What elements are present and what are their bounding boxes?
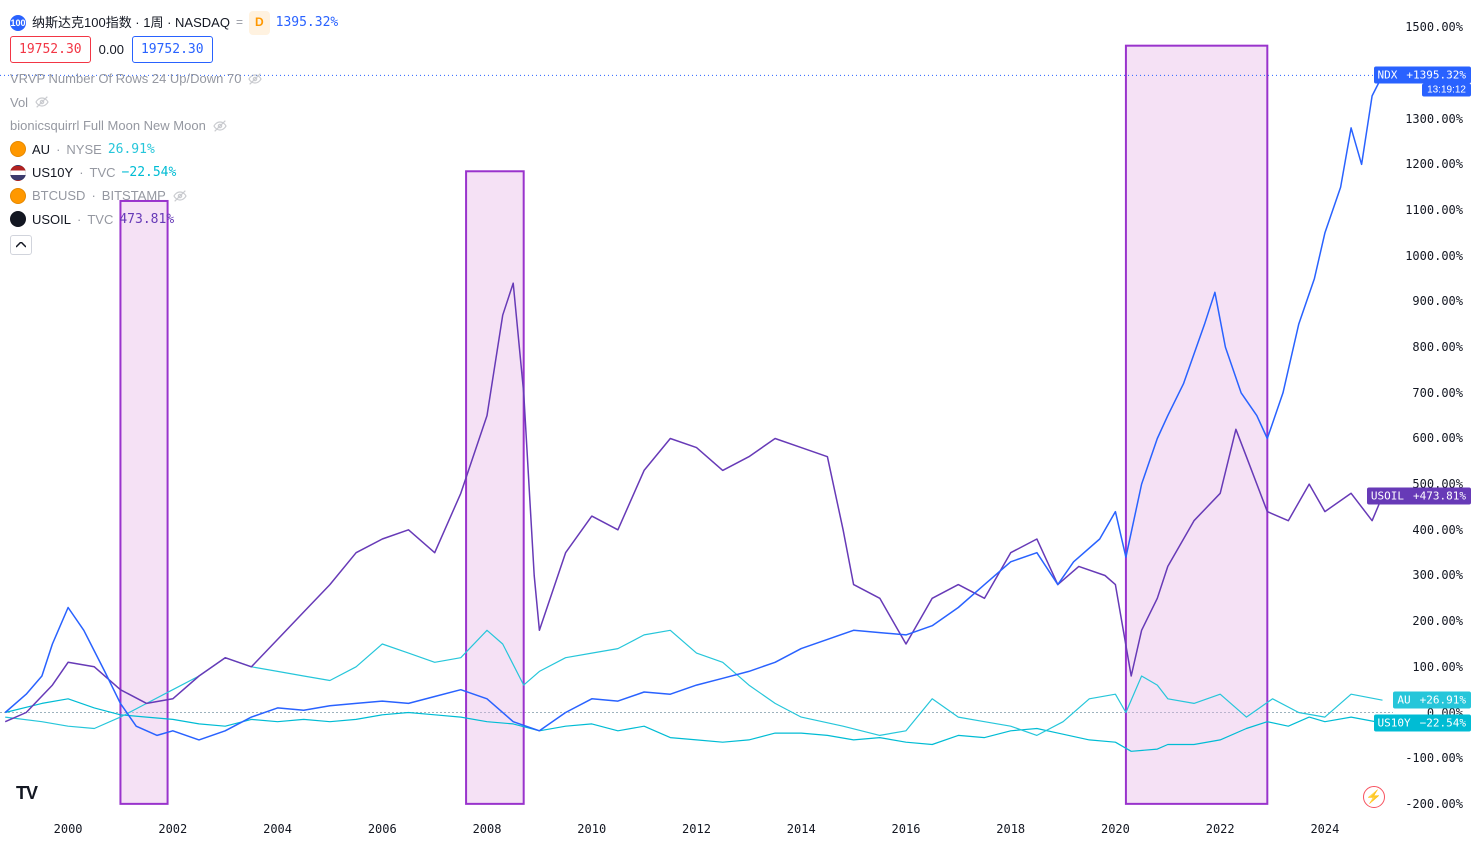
x-tick: 2010 (577, 822, 606, 836)
price-tag-value: +26.91% (1415, 692, 1471, 709)
main-change: 1395.32% (276, 11, 339, 34)
x-tick: 2014 (787, 822, 816, 836)
eye-off-icon (172, 188, 188, 204)
y-tick: 400.00% (1412, 523, 1463, 537)
price-tag-symbol: AU (1393, 692, 1414, 709)
y-tick: 700.00% (1412, 386, 1463, 400)
y-tick: -200.00% (1405, 797, 1463, 811)
price-tag-symbol: US10Y (1374, 715, 1415, 732)
flash-icon[interactable]: ⚡ (1363, 786, 1385, 808)
eye-off-icon (34, 94, 50, 110)
x-axis[interactable]: 2000 2002 2004 2006 2008 2010 2012 2014 2016 2018… (0, 814, 1393, 842)
symbol-dot (10, 165, 26, 181)
compare-row[interactable]: AU · NYSE 26.91% (10, 138, 338, 161)
symbol-dot (10, 211, 26, 227)
compare-sep: · (56, 138, 60, 161)
price-tag-time: 13:19:12 (1422, 84, 1471, 97)
price-tag[interactable]: AU+26.91% (1393, 692, 1471, 709)
collapse-button[interactable] (10, 235, 32, 255)
indicator-row[interactable]: bionicsquirrl Full Moon New Moon (10, 114, 338, 137)
compare-row[interactable]: BTCUSD · BITSTAMP (10, 184, 338, 207)
x-tick: 2006 (368, 822, 397, 836)
symbol-dot (10, 188, 26, 204)
y-tick: 900.00% (1412, 294, 1463, 308)
tv-logo: TV (16, 783, 37, 804)
price-mid: 0.00 (99, 38, 124, 61)
compare-exchange: TVC (87, 208, 113, 231)
y-tick: 1500.00% (1405, 20, 1463, 34)
price-tag-symbol: NDX (1374, 67, 1402, 84)
x-tick: 2012 (682, 822, 711, 836)
symbol-title-row[interactable]: 100 纳斯达克100指数 · 1周 · NASDAQ = D 1395.32% (10, 12, 338, 34)
indicator-label: VRVP Number Of Rows 24 Up/Down 70 (10, 67, 241, 90)
interval-badge[interactable]: D (249, 11, 270, 35)
compare-row[interactable]: US10Y · TVC −22.54% (10, 161, 338, 184)
x-tick: 2002 (158, 822, 187, 836)
compare-value: 473.81% (119, 208, 174, 231)
indicator-row[interactable]: VRVP Number Of Rows 24 Up/Down 70 (10, 67, 338, 90)
compare-row[interactable]: USOIL · TVC 473.81% (10, 208, 338, 231)
eye-off-icon (212, 118, 228, 134)
y-tick: 1000.00% (1405, 249, 1463, 263)
price-tag[interactable]: NDX+1395.32% (1374, 67, 1471, 84)
price-open: 19752.30 (10, 36, 91, 63)
price-tag[interactable]: USOIL+473.81% (1367, 488, 1471, 505)
compare-value: 26.91% (108, 138, 155, 161)
compare-value: −22.54% (122, 161, 177, 184)
x-tick: 2004 (263, 822, 292, 836)
x-tick: 2018 (996, 822, 1025, 836)
indicator-label: bionicsquirrl Full Moon New Moon (10, 114, 206, 137)
ohlc-row: 19752.30 0.00 19752.30 (10, 36, 338, 63)
symbol-icon: 100 (10, 15, 26, 31)
compare-symbol: BTCUSD (32, 184, 85, 207)
interval-sep: = (236, 12, 243, 34)
indicator-row[interactable]: Vol (10, 91, 338, 114)
symbol-dot (10, 141, 26, 157)
price-tag-value: +1395.32% (1401, 67, 1471, 84)
y-tick: 600.00% (1412, 431, 1463, 445)
y-tick: 100.00% (1412, 660, 1463, 674)
x-tick: 2016 (892, 822, 921, 836)
price-last: 19752.30 (132, 36, 213, 63)
compare-sep: · (77, 208, 81, 231)
symbol-title: 纳斯达克100指数 · 1周 · NASDAQ (32, 11, 230, 34)
x-tick: 2008 (473, 822, 502, 836)
chart-container: 1500.00%1400.00%1300.00%1200.00%1100.00%… (0, 0, 1471, 842)
compare-exchange: BITSTAMP (102, 184, 166, 207)
price-tag-value: −22.54% (1415, 715, 1471, 732)
highlight-rect[interactable] (1126, 46, 1267, 804)
compare-symbol: AU (32, 138, 50, 161)
price-tag-symbol: USOIL (1367, 488, 1408, 505)
y-tick: 200.00% (1412, 614, 1463, 628)
y-tick: 1200.00% (1405, 157, 1463, 171)
y-tick: 1300.00% (1405, 112, 1463, 126)
y-tick: 300.00% (1412, 568, 1463, 582)
eye-off-icon (247, 71, 263, 87)
y-tick: -100.00% (1405, 751, 1463, 765)
indicator-label: Vol (10, 91, 28, 114)
compare-exchange: TVC (90, 161, 116, 184)
highlight-rect[interactable] (466, 171, 524, 804)
compare-sep: · (91, 184, 95, 207)
x-tick: 2000 (54, 822, 83, 836)
chevron-up-icon (16, 242, 26, 248)
x-tick: 2022 (1206, 822, 1235, 836)
compare-symbol: US10Y (32, 161, 73, 184)
y-tick: 800.00% (1412, 340, 1463, 354)
x-tick: 2024 (1310, 822, 1339, 836)
y-tick: 1100.00% (1405, 203, 1463, 217)
legend: 100 纳斯达克100指数 · 1周 · NASDAQ = D 1395.32%… (10, 12, 338, 255)
compare-sep: · (79, 161, 83, 184)
compare-exchange: NYSE (66, 138, 101, 161)
compare-symbol: USOIL (32, 208, 71, 231)
price-tag-value: +473.81% (1408, 488, 1471, 505)
x-tick: 2020 (1101, 822, 1130, 836)
price-tag[interactable]: US10Y−22.54% (1374, 715, 1471, 732)
